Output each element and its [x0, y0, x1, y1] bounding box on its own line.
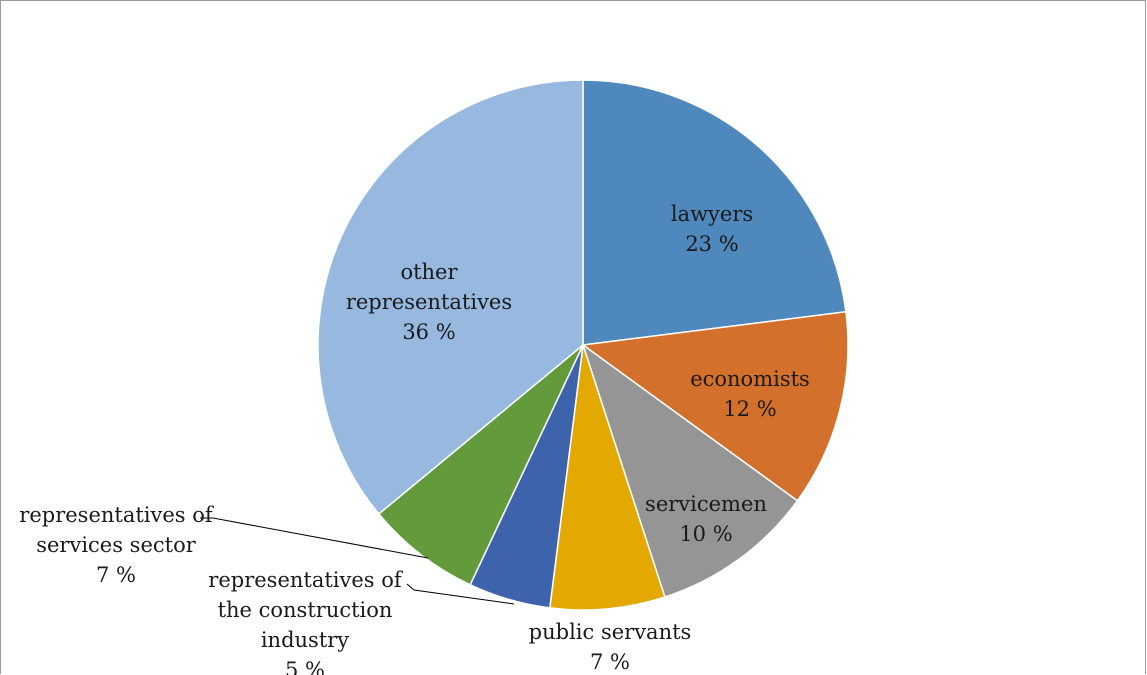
slice-value-label-5: 5 %: [285, 658, 325, 675]
leader-lines: [200, 517, 515, 605]
slice-value-label-1: 23 %: [685, 232, 738, 256]
slice-category-label-7: other: [400, 260, 458, 284]
pie-slice-4: [548, 344, 666, 611]
slice-labels: lawyers 23 % economists 12 % servicemen 10 % p…: [19, 202, 810, 675]
pie-slice-3: [581, 343, 799, 598]
slice-value-label-6: 7 %: [96, 563, 136, 587]
pie-slice-7: [317, 79, 584, 515]
slice-category-label-5: representatives of: [208, 568, 404, 592]
slice-value-label-4: 7 %: [590, 650, 630, 674]
slice-category-label-6: services sector: [36, 533, 197, 557]
slice-category-label-2: economists: [690, 367, 810, 391]
slice-value-label-3: 10 %: [679, 522, 732, 546]
slice-value-label-2: 12 %: [723, 397, 776, 421]
slice-value-label-7: 36 %: [402, 320, 455, 344]
slice-category-label-4: public servants: [529, 620, 692, 644]
slice-category-label-5: industry: [261, 628, 349, 652]
pie-slices: [317, 79, 849, 611]
slice-category-label-3: servicemen: [645, 492, 767, 516]
leader-line-6: [200, 517, 429, 559]
slice-category-label-5: the construction: [218, 598, 393, 622]
leader-line-5: [406, 583, 515, 605]
pie-slice-2: [581, 310, 849, 502]
slice-category-label-1: lawyers: [671, 202, 753, 226]
slice-category-label-7: representatives: [346, 290, 512, 314]
slice-category-label-6: representatives of: [19, 503, 215, 527]
pie-slice-1: [582, 79, 847, 346]
pie-slice-6: [377, 344, 584, 586]
